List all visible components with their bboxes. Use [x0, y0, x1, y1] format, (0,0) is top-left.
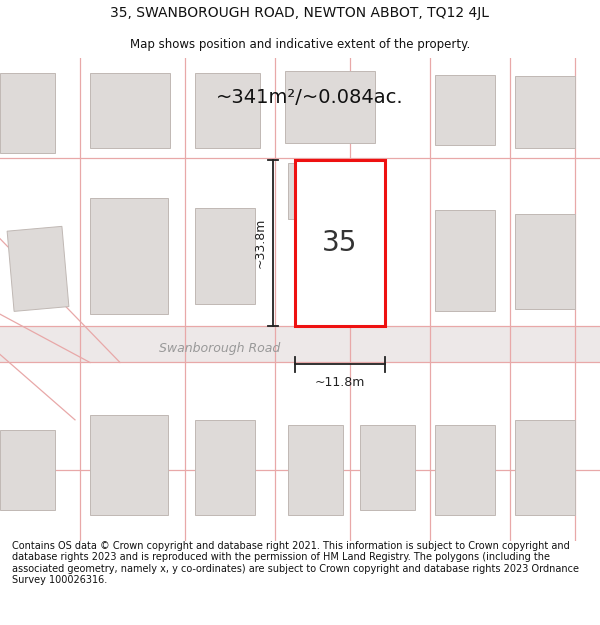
Bar	[435, 425, 495, 516]
Text: 35, SWANBOROUGH ROAD, NEWTON ABBOT, TQ12 4JL: 35, SWANBOROUGH ROAD, NEWTON ABBOT, TQ12…	[110, 6, 490, 19]
Text: Map shows position and indicative extent of the property.: Map shows position and indicative extent…	[130, 38, 470, 51]
Bar	[285, 71, 375, 143]
Bar	[515, 420, 575, 516]
Bar	[0, 326, 600, 362]
Bar	[90, 72, 170, 148]
Text: ~11.8m: ~11.8m	[315, 376, 365, 389]
Bar	[295, 160, 385, 326]
Text: Swanborough Road: Swanborough Road	[160, 342, 281, 355]
Bar	[288, 425, 343, 516]
Bar	[0, 72, 55, 153]
Text: ~341m²/~0.084ac.: ~341m²/~0.084ac.	[216, 88, 404, 107]
Bar	[515, 76, 575, 148]
Text: ~33.8m: ~33.8m	[254, 218, 266, 268]
Bar	[435, 211, 495, 311]
Bar	[195, 209, 255, 304]
Bar	[90, 198, 168, 314]
Text: 35: 35	[322, 229, 358, 258]
Bar	[435, 74, 495, 145]
Bar	[288, 163, 338, 219]
Text: Contains OS data © Crown copyright and database right 2021. This information is : Contains OS data © Crown copyright and d…	[12, 541, 579, 586]
Bar	[0, 430, 55, 511]
Bar	[195, 72, 260, 148]
Bar	[515, 214, 575, 309]
Bar	[90, 415, 168, 516]
Polygon shape	[7, 226, 69, 311]
Bar	[360, 425, 415, 511]
Bar	[195, 420, 255, 516]
